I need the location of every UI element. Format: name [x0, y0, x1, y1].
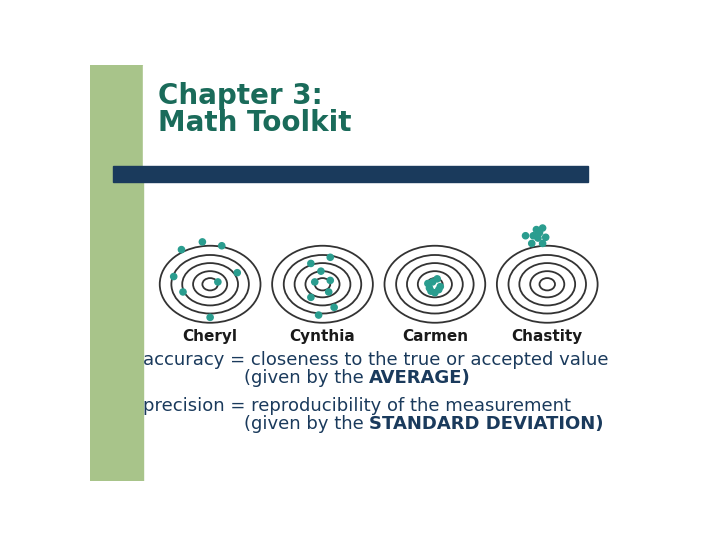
Ellipse shape — [407, 263, 463, 306]
Circle shape — [315, 312, 322, 318]
Circle shape — [436, 287, 442, 293]
Text: (given by the: (given by the — [243, 415, 369, 433]
Circle shape — [327, 254, 333, 260]
Text: Chapter 3:: Chapter 3: — [158, 82, 323, 110]
Text: STANDARD DEVIATION): STANDARD DEVIATION) — [369, 415, 603, 433]
Ellipse shape — [202, 278, 218, 291]
Circle shape — [327, 278, 333, 284]
Circle shape — [528, 240, 535, 247]
Text: Chastity: Chastity — [512, 329, 583, 344]
Text: Carmen: Carmen — [402, 329, 468, 344]
Ellipse shape — [497, 246, 598, 323]
Circle shape — [199, 239, 205, 245]
Ellipse shape — [182, 263, 238, 306]
Bar — [90, 65, 143, 481]
Circle shape — [307, 260, 314, 267]
Circle shape — [179, 247, 184, 253]
Circle shape — [535, 235, 541, 241]
Ellipse shape — [539, 278, 555, 291]
Circle shape — [539, 240, 546, 247]
Text: AVERAGE): AVERAGE) — [369, 369, 471, 387]
Ellipse shape — [294, 263, 351, 306]
Circle shape — [432, 289, 438, 296]
Ellipse shape — [315, 278, 330, 291]
Bar — [113, 166, 588, 182]
Circle shape — [434, 276, 441, 282]
Circle shape — [437, 284, 444, 289]
Circle shape — [425, 280, 431, 287]
Circle shape — [534, 226, 539, 233]
Circle shape — [426, 285, 433, 291]
Circle shape — [429, 279, 436, 285]
Ellipse shape — [384, 246, 485, 323]
Ellipse shape — [396, 255, 474, 314]
Text: Cheryl: Cheryl — [183, 329, 238, 344]
Ellipse shape — [171, 255, 249, 314]
Bar — [143, 65, 648, 173]
Circle shape — [331, 304, 337, 310]
Circle shape — [307, 294, 314, 300]
Circle shape — [318, 268, 324, 274]
Circle shape — [180, 289, 186, 295]
Ellipse shape — [508, 255, 586, 314]
Ellipse shape — [519, 263, 575, 306]
Ellipse shape — [272, 246, 373, 323]
Circle shape — [536, 230, 543, 236]
Circle shape — [325, 289, 332, 295]
Text: accuracy = closeness to the true or accepted value: accuracy = closeness to the true or acce… — [143, 351, 608, 369]
Circle shape — [539, 225, 546, 231]
Circle shape — [207, 314, 213, 320]
Bar — [90, 65, 295, 142]
Circle shape — [234, 269, 240, 276]
Ellipse shape — [284, 255, 361, 314]
Circle shape — [215, 279, 221, 285]
Ellipse shape — [418, 271, 452, 298]
Ellipse shape — [427, 278, 443, 291]
Ellipse shape — [305, 271, 340, 298]
Circle shape — [428, 288, 434, 294]
Ellipse shape — [160, 246, 261, 323]
Text: Cynthia: Cynthia — [289, 329, 356, 344]
Circle shape — [543, 234, 549, 240]
Text: Math Toolkit: Math Toolkit — [158, 109, 351, 137]
Text: (given by the: (given by the — [243, 369, 369, 387]
Circle shape — [171, 273, 177, 280]
Circle shape — [219, 242, 225, 249]
Circle shape — [312, 279, 318, 285]
Ellipse shape — [530, 271, 564, 298]
Text: precision = reproducibility of the measurement: precision = reproducibility of the measu… — [143, 397, 571, 415]
Circle shape — [523, 233, 528, 239]
Circle shape — [530, 233, 536, 239]
Ellipse shape — [193, 271, 228, 298]
